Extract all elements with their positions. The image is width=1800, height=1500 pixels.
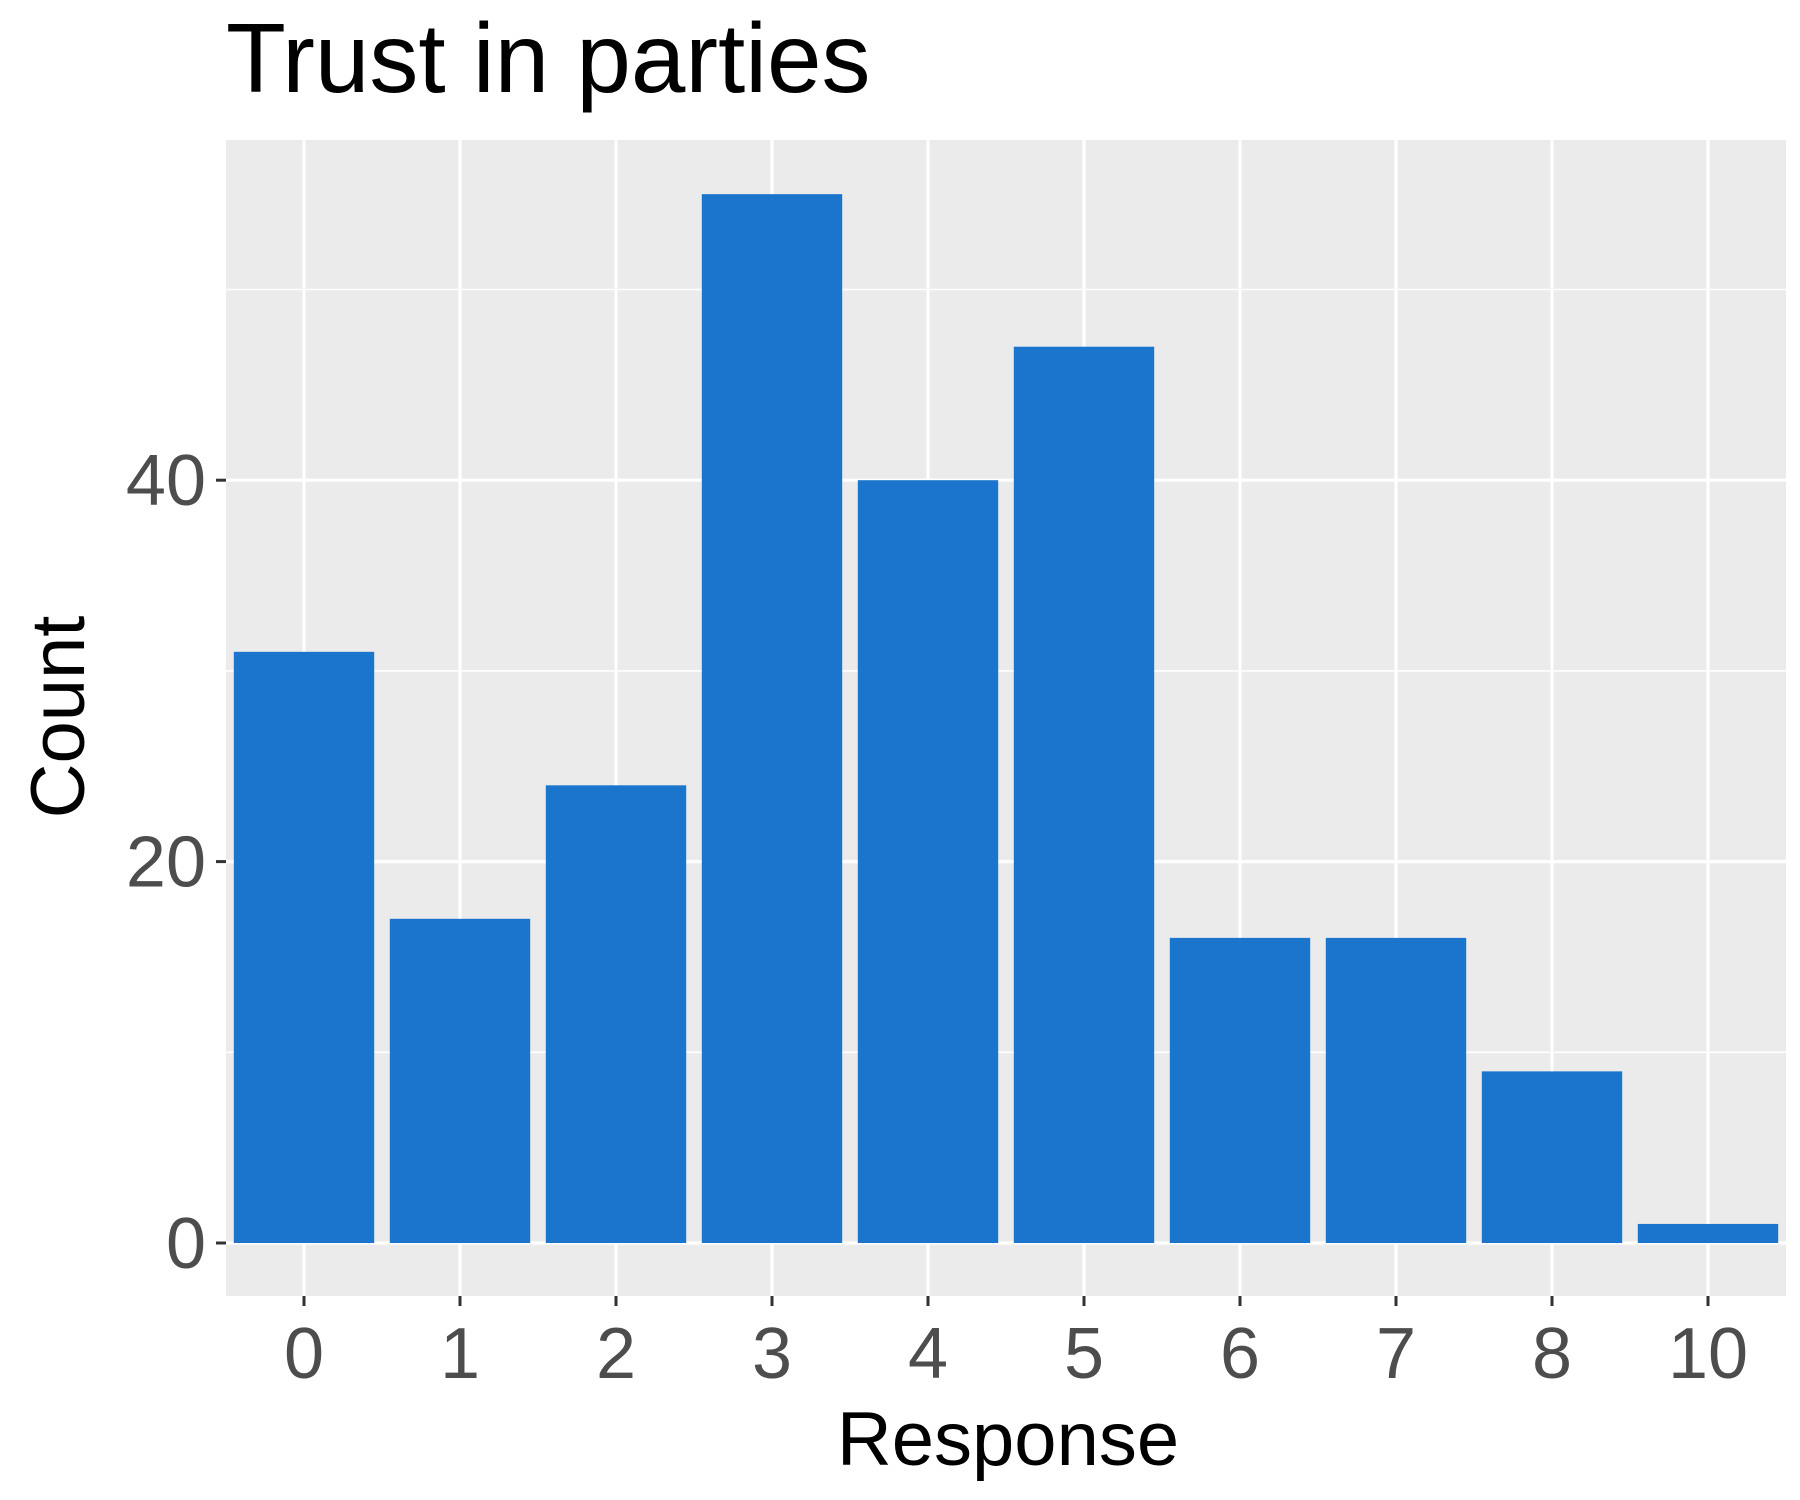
y-tick-label: 40 — [126, 441, 206, 521]
x-tick-label: 2 — [596, 1314, 636, 1394]
x-tick-label: 3 — [752, 1314, 792, 1394]
bar-0 — [233, 651, 375, 1243]
bar-4 — [857, 480, 999, 1243]
x-tick-label: 5 — [1064, 1314, 1104, 1394]
bars — [233, 194, 1779, 1244]
bar-3 — [701, 194, 843, 1243]
bar-7 — [1325, 937, 1467, 1243]
x-tick-label: 1 — [440, 1314, 480, 1394]
y-tick-label: 0 — [166, 1204, 206, 1284]
x-tick-label: 4 — [908, 1314, 948, 1394]
y-axis-title: Count — [16, 616, 101, 819]
x-tick-label: 10 — [1668, 1314, 1748, 1394]
bar-10 — [1637, 1223, 1779, 1243]
x-tick-label: 0 — [284, 1314, 324, 1394]
axes: 0 20 40 0 1 2 3 4 5 6 7 8 10 — [126, 441, 1748, 1394]
x-tick-label: 7 — [1376, 1314, 1416, 1394]
bar-6 — [1169, 937, 1311, 1243]
x-tick-label: 6 — [1220, 1314, 1260, 1394]
bar-5 — [1013, 346, 1155, 1244]
x-tick-label: 8 — [1532, 1314, 1572, 1394]
bar-8 — [1481, 1071, 1623, 1243]
bar-2 — [545, 785, 687, 1243]
x-axis-title: Response — [837, 1397, 1179, 1482]
bar-1 — [389, 918, 531, 1243]
chart-title: Trust in parties — [226, 3, 870, 113]
y-tick-label: 20 — [126, 823, 206, 903]
